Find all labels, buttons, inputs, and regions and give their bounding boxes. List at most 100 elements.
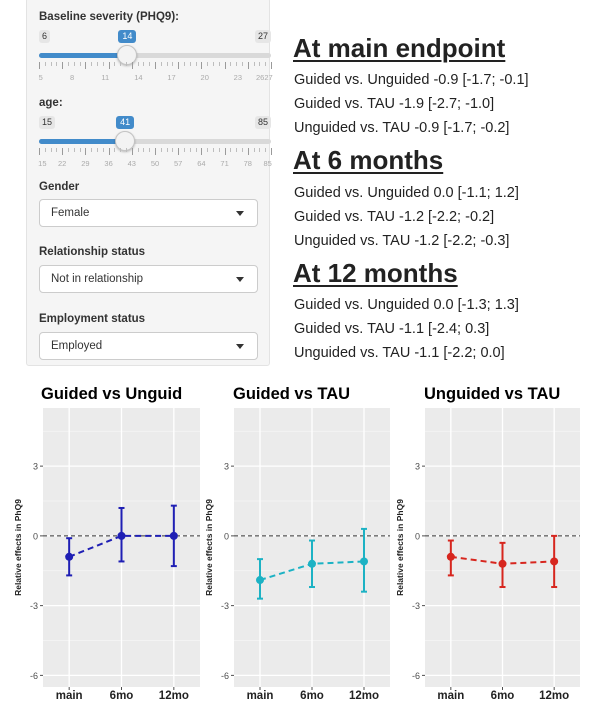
slider-tick-label: 11 (101, 73, 110, 82)
result-line: Guided vs. TAU -1.2 [-2.2; -0.2] (294, 209, 495, 225)
severity-slider[interactable]: 6 27 14 5 8 11 14 17 20 23 2627 (38, 30, 273, 90)
data-point (550, 557, 559, 566)
slider-tick (97, 148, 98, 152)
slider-tick (120, 62, 122, 66)
result-line: Guided vs. TAU -1.9 [-2.7; -1.0] (294, 96, 495, 112)
slider-tick (131, 62, 133, 69)
result-line: Guided vs. Unguided 0.0 [-1.1; 1.2] (294, 185, 519, 201)
gender-select[interactable]: Female (39, 199, 258, 227)
severity-min: 6 (39, 30, 51, 43)
slider-tick (44, 62, 46, 66)
severity-fill (39, 53, 128, 58)
chevron-down-icon (236, 277, 244, 282)
plot-title-guided-vs-unguided: Guided vs Unguid (41, 385, 183, 403)
slider-tick (126, 148, 127, 152)
slider-tick (44, 148, 46, 152)
age-tick-labels: 15 22 29 36 43 50 57 64 71 78 85 (38, 159, 272, 169)
slider-tick (271, 148, 272, 155)
employment-select[interactable]: Employed (39, 332, 258, 360)
slider-tick (56, 62, 58, 66)
severity-tick-labels: 5 8 11 14 17 20 23 2627 (38, 73, 273, 83)
slider-tick (50, 148, 52, 152)
y-tick-label: 3 (415, 462, 420, 472)
result-line: Unguided vs. TAU -1.1 [-2.2; 0.0] (294, 345, 505, 361)
slider-tick (166, 148, 168, 152)
data-point (65, 552, 74, 561)
slider-tick (102, 148, 104, 152)
slider-tick (207, 148, 209, 152)
slider-tick (120, 148, 122, 152)
slider-tick (62, 148, 64, 155)
slider-tick (73, 62, 75, 66)
slider-tick (114, 148, 116, 152)
slider-tick (143, 148, 145, 152)
slider-tick (137, 62, 139, 66)
slider-tick-label: 57 (174, 159, 183, 168)
y-tick-label: -3 (412, 601, 420, 611)
slider-tick (236, 148, 238, 152)
slider-tick (68, 148, 69, 152)
x-tick-label: 6mo (491, 690, 515, 702)
slider-tick (114, 62, 116, 66)
relationship-select[interactable]: Not in relationship (39, 265, 258, 293)
result-line: Guided vs. TAU -1.1 [-2.4; 0.3] (294, 321, 490, 337)
slider-tick-label: 14 (134, 73, 143, 82)
slider-tick (149, 62, 151, 66)
slider-tick (108, 62, 110, 69)
relationship-selected-value: Not in relationship (51, 273, 144, 285)
slider-tick-label: 36 (104, 159, 113, 168)
series-line (68, 534, 174, 558)
employment-label: Employment status (39, 313, 146, 325)
slider-tick (155, 62, 156, 69)
slider-tick (265, 148, 267, 152)
slider-tick (91, 62, 93, 66)
slider-tick (247, 148, 249, 155)
slider-tick-label: 22 (58, 159, 67, 168)
slider-tick (189, 62, 191, 66)
y-tick-label: 3 (224, 462, 229, 472)
chevron-down-icon (236, 211, 244, 216)
slider-tick (253, 148, 255, 152)
x-tick-label: 6mo (300, 690, 324, 702)
chevron-down-icon (236, 344, 244, 349)
sidebar-panel: Baseline severity (PHQ9): 6 27 14 5 8 11 14… (26, 0, 273, 366)
data-point (360, 557, 368, 566)
slider-tick (79, 148, 81, 152)
slider-tick-label: 15 (38, 159, 47, 168)
slider-tick (39, 62, 40, 69)
severity-handle[interactable] (117, 45, 138, 65)
slider-tick (172, 148, 174, 152)
slider-tick-label: 23 (233, 73, 243, 82)
slider-tick (271, 62, 272, 69)
age-max: 85 (254, 116, 271, 129)
slider-tick (56, 148, 58, 152)
slider-tick (253, 62, 255, 66)
gender-selected-value: Female (51, 207, 90, 219)
employment-selected-value: Employed (51, 340, 103, 352)
slider-tick (160, 148, 162, 152)
y-tick-label: -6 (412, 671, 420, 681)
age-slider[interactable]: 15 85 41 15 22 29 36 43 50 57 64 71 78 85 (38, 116, 272, 176)
y-tick-label: -6 (221, 671, 229, 681)
age-min: 15 (39, 116, 56, 129)
slider-tick (143, 62, 145, 66)
section-title-main: At main endpoint (293, 33, 506, 63)
y-axis-label: Relative effects in PhQ9 (13, 499, 23, 596)
slider-tick-label: 17 (167, 73, 176, 82)
y-tick-label: -6 (30, 671, 38, 681)
age-track[interactable] (39, 139, 271, 144)
slider-tick (178, 148, 180, 155)
y-tick-label: -3 (30, 601, 38, 611)
age-handle[interactable] (115, 131, 136, 151)
slider-tick (195, 148, 197, 152)
slider-tick (242, 148, 243, 152)
slider-tick-label: 5 (38, 73, 43, 82)
severity-track[interactable] (39, 53, 271, 58)
age-fill (39, 139, 126, 144)
plot-title-guided-vs-tau: Guided vs TAU (233, 385, 351, 403)
x-tick-label: 12mo (159, 690, 189, 702)
y-axis-label: Relative effects in PhQ9 (395, 499, 405, 596)
slider-tick (224, 62, 226, 69)
slider-tick (195, 62, 197, 66)
slider-tick (201, 62, 203, 69)
